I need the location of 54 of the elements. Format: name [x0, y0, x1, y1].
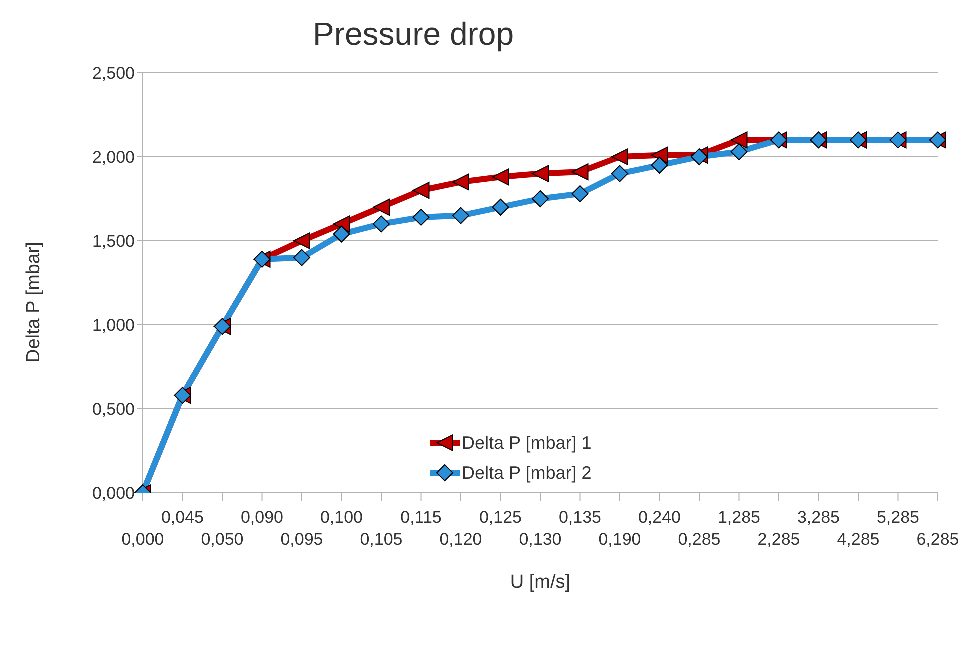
x-tick-label: 0,130: [519, 530, 562, 549]
point: [730, 132, 748, 149]
point: [612, 148, 628, 166]
x-tick-label: 0,100: [320, 508, 364, 527]
point: [532, 190, 549, 208]
x-tick-label: 0,050: [201, 530, 244, 549]
x-tick-label: 0,115: [400, 508, 442, 527]
point: [612, 165, 628, 182]
x-tick-label: 0,190: [598, 530, 642, 549]
point: [412, 208, 430, 226]
point: [492, 198, 510, 216]
x-tick-label: 3,285: [797, 508, 840, 527]
point: [373, 216, 390, 233]
point: [452, 174, 470, 191]
x-tick-label: 0,095: [280, 530, 324, 549]
point: [412, 182, 430, 200]
x-tick-label: 2,285: [758, 530, 800, 549]
point: [294, 232, 310, 250]
x-tick-label: 0,000: [122, 530, 164, 549]
point: [651, 146, 668, 164]
x-tick-label: 0,125: [479, 508, 522, 527]
x-axis-title: U [m/s]: [510, 572, 571, 593]
y-tick-label: 2,500: [92, 64, 135, 84]
x-tick-label: 0,120: [440, 530, 482, 549]
point: [730, 143, 748, 160]
x-tick-label: 0,285: [678, 530, 721, 549]
y-tick-label: 2,000: [92, 148, 135, 168]
x-tick-label: 6,285: [916, 530, 960, 549]
point: [333, 226, 350, 243]
y-tick-label: 0,500: [92, 400, 135, 420]
x-tick-label: 5,285: [876, 508, 920, 527]
point: [572, 185, 589, 202]
y-tick-label: 1,000: [92, 316, 135, 336]
legend-label: Delta P [mbar] 1: [462, 432, 592, 454]
point: [294, 249, 310, 266]
point: [373, 198, 390, 216]
x-tick-label: 0,090: [240, 508, 284, 527]
point: [651, 156, 668, 174]
point: [492, 168, 510, 186]
point: [333, 216, 350, 233]
x-tick-label: 0,240: [638, 508, 682, 527]
x-tick-label: 0,045: [161, 508, 204, 527]
x-tick-label: 0,105: [360, 530, 403, 549]
x-tick-label: 1,285: [718, 508, 761, 527]
x-tick-label: 4,285: [837, 530, 880, 549]
x-tick-label: 0,135: [558, 508, 602, 527]
legend-label: Delta P [mbar] 2: [462, 462, 592, 484]
point: [452, 207, 470, 224]
y-tick-label: 0,000: [92, 484, 135, 504]
chart-title: Pressure drop: [313, 16, 514, 53]
y-tick-label: 1,500: [92, 232, 135, 252]
point: [532, 165, 549, 182]
point: [572, 164, 589, 181]
y-axis-title: Delta P [mbar]: [24, 242, 45, 363]
